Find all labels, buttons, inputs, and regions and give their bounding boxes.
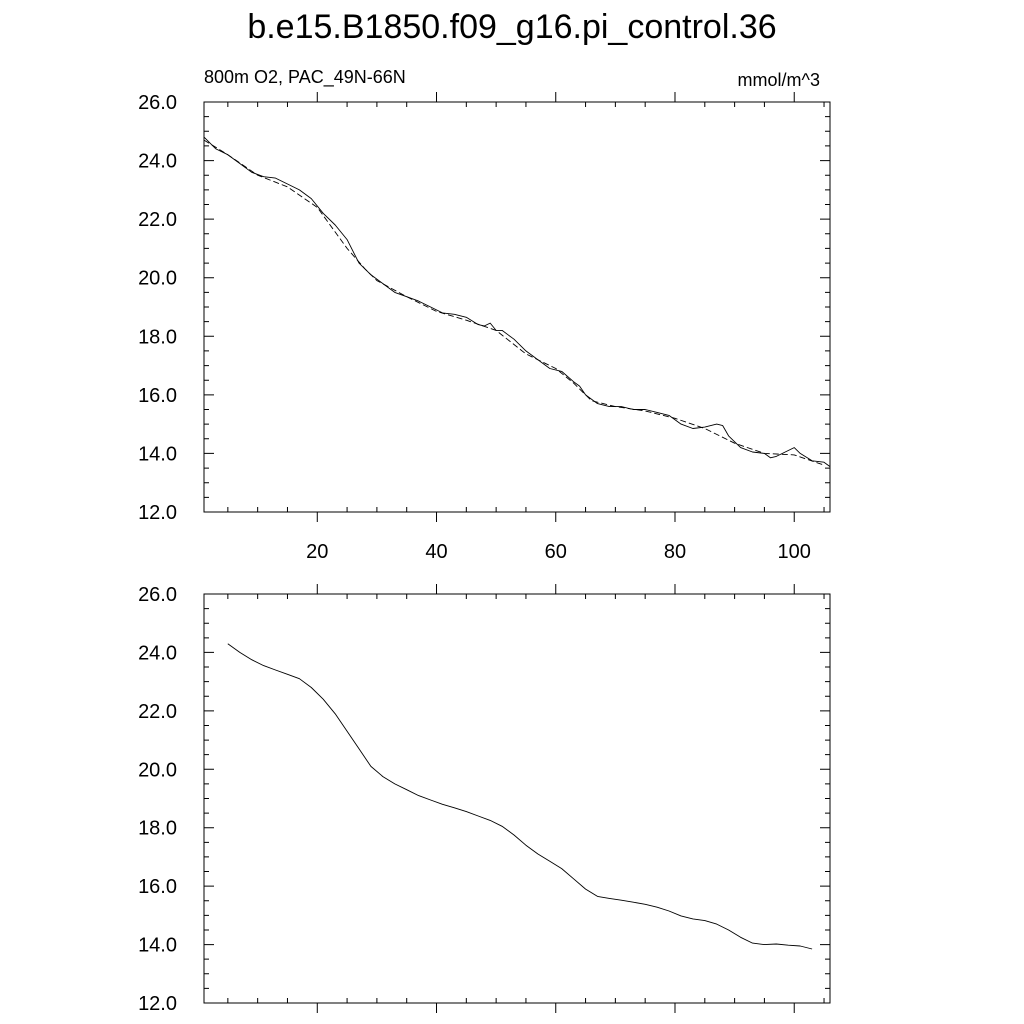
bottom-panel-y-tick-label: 26.0	[138, 584, 177, 606]
bottom-panel-y-tick-label: 18.0	[138, 818, 177, 840]
bottom-panel-y-tick-label: 22.0	[138, 701, 177, 723]
bottom-panel-y-tick-label: 24.0	[138, 642, 177, 664]
top-panel-y-tick-labels: 26.0 24.0 22.0 20.0 18.0 16.0 14.0 12.0	[138, 92, 177, 524]
bottom-panel-frame	[203, 593, 831, 1004]
bottom-panel-ticks	[204, 584, 830, 1013]
top-panel-y-tick-label: 20.0	[138, 268, 177, 290]
top-panel: 800m O2, PAC_49N-66N mmol/m^3 26.0 24.0 22…	[138, 67, 831, 563]
top-panel-tick-marks	[204, 92, 830, 522]
top-panel-x-tick-label: 60	[545, 541, 567, 563]
top-panel-smoothed-line	[203, 139, 825, 466]
bottom-panel-tick-marks	[204, 584, 830, 1013]
bottom-panel-series	[227, 643, 813, 950]
top-panel-subtitle-right: mmol/m^3	[738, 70, 820, 90]
top-panel-x-tick-labels: 20 40 60 80 100	[306, 541, 811, 563]
top-panel-x-tick-label: 100	[778, 541, 811, 563]
top-panel-y-tick-label: 14.0	[138, 443, 177, 465]
top-panel-subtitle-left: 800m O2, PAC_49N-66N	[204, 67, 406, 88]
bottom-panel-y-tick-label: 16.0	[138, 876, 177, 898]
top-panel-x-tick-label: 20	[306, 541, 328, 563]
top-panel-x-tick-label: 40	[425, 541, 447, 563]
top-panel-y-tick-label: 26.0	[138, 92, 177, 114]
top-panel-ticks	[204, 92, 830, 522]
bottom-panel-y-tick-label: 12.0	[138, 993, 177, 1015]
top-panel-y-tick-label: 12.0	[138, 502, 177, 524]
top-panel-y-tick-label: 24.0	[138, 151, 177, 173]
top-panel-y-tick-label: 16.0	[138, 385, 177, 407]
top-panel-raw-line	[203, 136, 831, 467]
top-panel-x-tick-label: 80	[664, 541, 686, 563]
top-panel-y-tick-label: 18.0	[138, 326, 177, 348]
top-panel-series	[203, 136, 831, 467]
bottom-panel-y-tick-label: 14.0	[138, 935, 177, 957]
chart-title: b.e15.B1850.f09_g16.pi_control.36	[247, 8, 776, 46]
bottom-panel-smoothed-line	[227, 643, 813, 950]
top-panel-frame	[203, 101, 831, 513]
bottom-panel: 26.0 24.0 22.0 20.0 18.0 16.0 14.0 12.0	[138, 584, 831, 1015]
top-panel-y-tick-label: 22.0	[138, 209, 177, 231]
bottom-panel-y-tick-label: 20.0	[138, 759, 177, 781]
bottom-panel-y-tick-labels: 26.0 24.0 22.0 20.0 18.0 16.0 14.0 12.0	[138, 584, 177, 1015]
